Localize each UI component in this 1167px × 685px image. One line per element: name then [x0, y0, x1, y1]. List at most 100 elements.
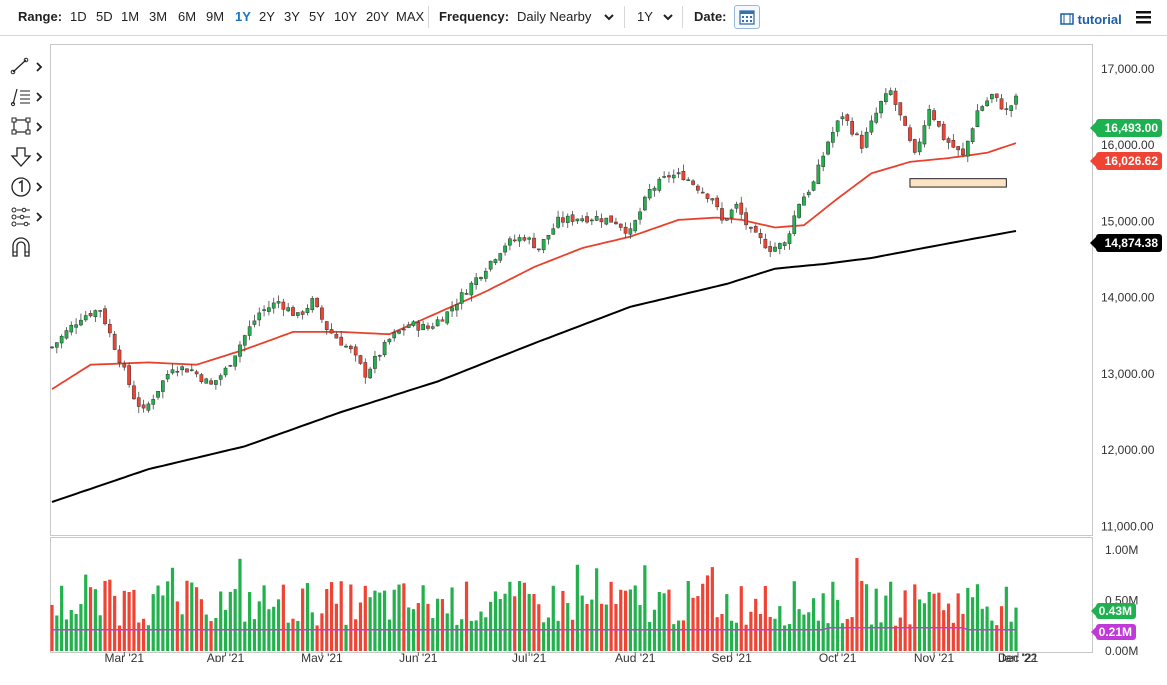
range-button-5y[interactable]: 5Y — [309, 9, 325, 24]
volume-bar — [368, 597, 372, 651]
candle-body — [888, 90, 893, 95]
candle-body — [681, 170, 686, 181]
candle-body — [946, 138, 951, 143]
volume-bar — [325, 589, 329, 651]
candle-body — [430, 326, 435, 329]
range-button-2y[interactable]: 2Y — [259, 9, 275, 24]
range-button-6m[interactable]: 6M — [178, 9, 197, 24]
arrow-tool-button[interactable] — [10, 146, 46, 168]
volume-bar — [604, 604, 608, 651]
range-button-20y[interactable]: 20Y — [366, 9, 390, 24]
candle-body — [893, 90, 898, 105]
candle-body — [686, 179, 691, 181]
volume-bar — [286, 622, 290, 651]
volume-bar — [238, 558, 242, 651]
volume-bar — [734, 622, 739, 651]
volume-bar — [811, 598, 816, 651]
magnet-tool-button[interactable] — [10, 236, 46, 258]
candle-body — [185, 368, 189, 373]
range-button-max[interactable]: MAX — [396, 9, 425, 24]
support-zone — [909, 178, 1007, 188]
candle-body — [498, 253, 503, 261]
volume-bar — [156, 585, 160, 651]
range-button-1y[interactable]: 1Y — [235, 9, 251, 24]
candle-body — [855, 133, 859, 136]
volume-bar — [513, 596, 517, 651]
menu-icon[interactable] — [1136, 10, 1151, 24]
chevron-down-icon[interactable] — [661, 10, 675, 24]
range-button-5d[interactable]: 5D — [96, 9, 113, 24]
candle-body — [739, 202, 744, 215]
range-button-1m[interactable]: 1M — [121, 9, 140, 24]
period-select[interactable]: 1Y — [637, 9, 653, 24]
candle-body — [768, 246, 773, 252]
candle-body — [720, 208, 724, 221]
candle-body — [961, 148, 965, 156]
candle-body — [242, 335, 247, 346]
frequency-select[interactable]: Daily Nearby — [517, 9, 592, 24]
candle-body — [999, 98, 1004, 110]
price-chart[interactable]: Mar '21 Apr '21 May '21 Jun '21 Jul '21 Aug '… — [50, 44, 1093, 662]
line-tool-button[interactable] — [10, 56, 46, 78]
candle-body — [132, 385, 136, 400]
candle-body — [286, 307, 291, 312]
volume-bar — [1009, 621, 1013, 651]
number-tool-button[interactable] — [10, 176, 46, 198]
range-button-3y[interactable]: 3Y — [284, 9, 300, 24]
candle-body — [556, 216, 560, 228]
range-button-1d[interactable]: 1D — [70, 9, 87, 24]
candle-body — [643, 196, 647, 211]
candle-body — [295, 312, 300, 316]
volume-bar — [787, 624, 792, 651]
volume-bar — [493, 591, 498, 651]
candle-body — [652, 187, 657, 191]
date-label: Date: — [694, 9, 727, 24]
candle-body — [329, 329, 334, 334]
candle-body — [908, 127, 912, 141]
candle-body — [589, 219, 594, 222]
chevron-down-icon[interactable] — [602, 10, 616, 24]
candle-body — [300, 311, 305, 315]
candle-body — [599, 218, 604, 223]
volume-bar — [329, 582, 334, 651]
volume-bar — [50, 604, 54, 651]
volume-bar — [320, 613, 324, 651]
volume-bar — [281, 584, 285, 651]
candle-body — [228, 365, 233, 367]
volume-bar — [893, 625, 898, 651]
volume-bar — [662, 593, 666, 651]
volume-bar — [879, 622, 883, 651]
candle-body — [671, 174, 676, 179]
candle-body — [724, 218, 729, 221]
candle-body — [811, 181, 816, 191]
volume-bar — [749, 611, 753, 651]
candle-body — [488, 260, 493, 270]
volume-bar — [113, 595, 117, 651]
candle-body — [493, 259, 498, 264]
volume-bar — [175, 601, 179, 651]
tutorial-link[interactable]: tutorial — [1060, 12, 1122, 27]
range-button-10y[interactable]: 10Y — [334, 9, 358, 24]
volume-bar — [840, 623, 845, 651]
fib-tool-button[interactable] — [10, 86, 46, 108]
candle-body — [676, 172, 681, 175]
candle-body — [859, 134, 864, 149]
volume-bar — [252, 619, 257, 651]
last-price-tag: 16,493.00 — [1090, 119, 1162, 137]
calendar-button[interactable] — [734, 5, 760, 29]
rectangle-tool-button[interactable] — [10, 116, 46, 138]
range-button-9m[interactable]: 9M — [206, 9, 225, 24]
y-tick-label: 16,000.00 — [1101, 138, 1155, 152]
volume-bar — [315, 625, 319, 651]
ma-slow-tag: 14,874.38 — [1090, 234, 1162, 252]
candle-body — [363, 362, 368, 378]
candle-body — [667, 175, 671, 178]
volume-bar — [570, 619, 575, 651]
measure-tool-button[interactable] — [10, 206, 46, 228]
candle-body — [565, 215, 570, 223]
range-button-3m[interactable]: 3M — [149, 9, 168, 24]
candle-body — [334, 334, 339, 339]
volume-bar — [768, 616, 772, 651]
candle-body — [426, 325, 430, 329]
candle-body — [1014, 95, 1018, 105]
